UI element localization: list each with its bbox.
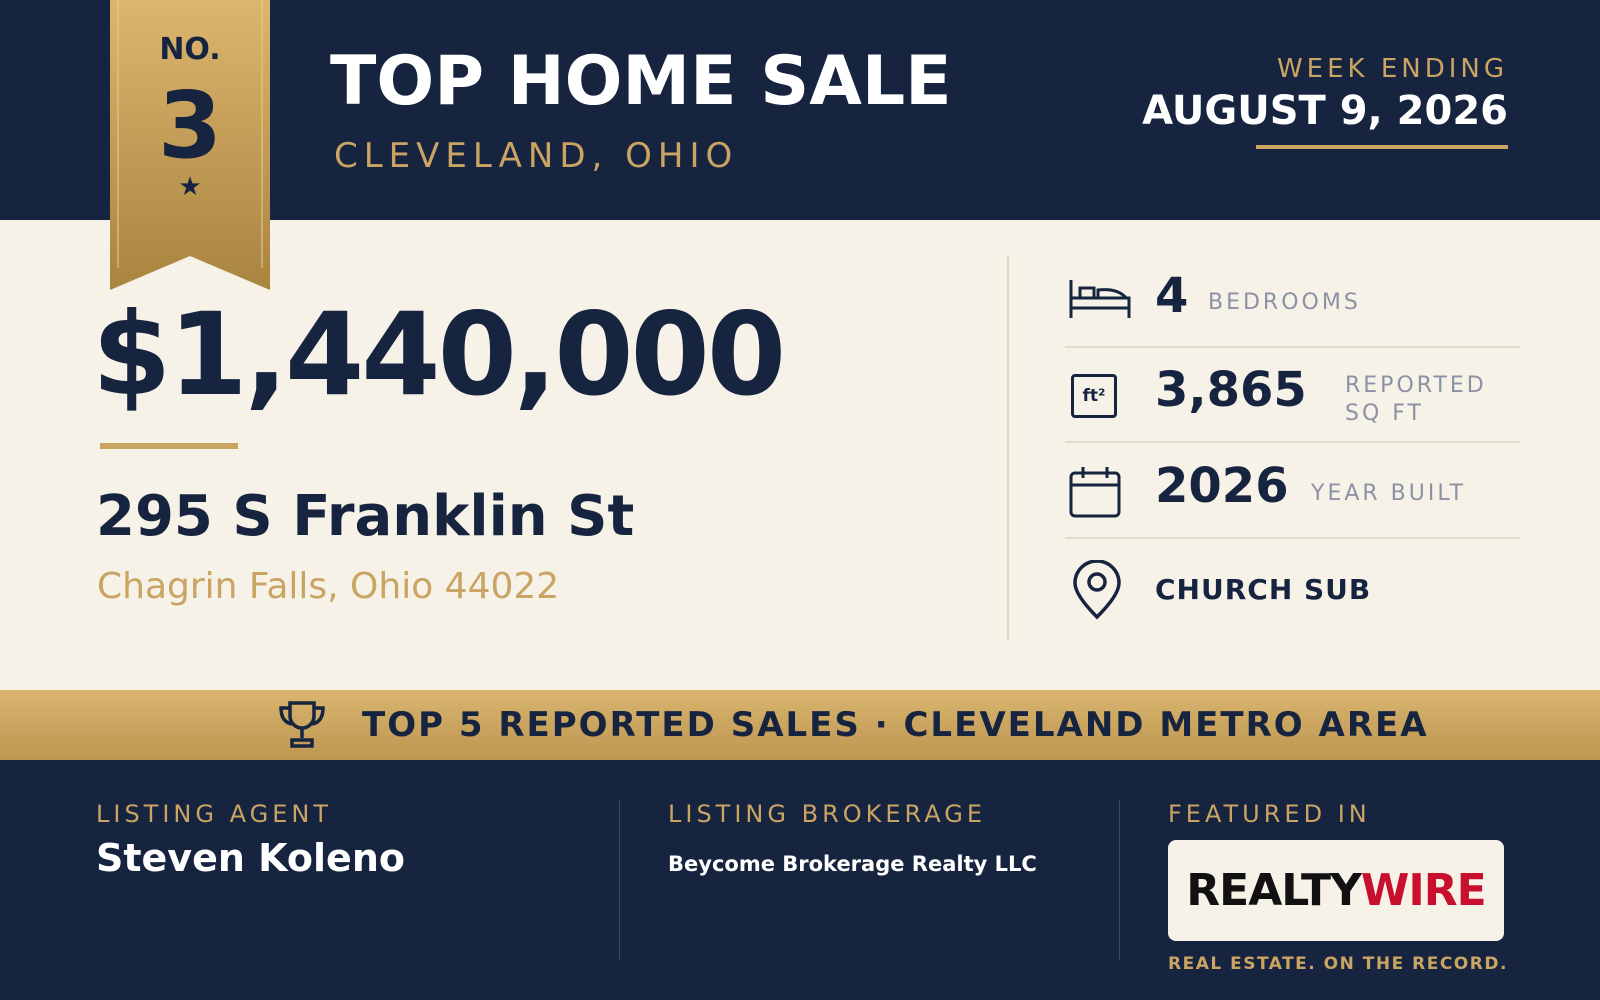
agent: Steven Koleno: [96, 836, 405, 880]
logo: REALTYWIRE: [1168, 840, 1504, 941]
bed-icon: [1069, 280, 1131, 318]
detail-value: 4: [1155, 268, 1189, 324]
divider: [1119, 800, 1120, 960]
detail-value: 2026: [1155, 458, 1289, 514]
agent-label: LISTING AGENT: [96, 800, 332, 828]
separator: [1065, 346, 1520, 348]
city: Chagrin Falls, Ohio 44022: [97, 566, 560, 607]
week-label: WEEK ENDING: [1276, 54, 1508, 84]
week-date: AUGUST 9, 2026: [1142, 88, 1508, 134]
banner: [0, 690, 1600, 760]
street: 295 S Franklin St: [96, 484, 635, 549]
title: TOP HOME SALE: [330, 42, 952, 121]
logo-part: REALTY: [1186, 865, 1362, 916]
detail-label: YEAR BUILT: [1311, 481, 1467, 506]
ribbon: ★: [110, 0, 270, 290]
subtitle: CLEVELAND, OHIO: [334, 136, 739, 176]
separator: [1065, 441, 1520, 443]
badge-label: NO.: [159, 32, 221, 67]
detail-label: BEDROOMS: [1208, 290, 1361, 315]
brokerage: Beycome Brokerage Realty LLC: [668, 852, 1037, 876]
badge-number: 3: [157, 72, 222, 179]
banner-text: TOP 5 REPORTED SALES · CLEVELAND METRO A…: [362, 705, 1429, 745]
logo-part: WIRE: [1360, 865, 1487, 916]
pin-icon: [1073, 560, 1121, 620]
detail-label: REPORTED SQ FT: [1345, 373, 1487, 426]
date-underline: [1256, 145, 1508, 149]
separator: [1065, 537, 1520, 539]
tagline: REAL ESTATE. ON THE RECORD.: [1168, 954, 1508, 974]
sqft-icon: ft²: [1071, 374, 1117, 418]
detail-value: 3,865: [1155, 362, 1307, 418]
divider: [1007, 255, 1009, 640]
divider: [619, 800, 620, 960]
trophy-icon: [279, 701, 325, 748]
brokerage-label: LISTING BROKERAGE: [668, 800, 986, 828]
featured-label: FEATURED IN: [1168, 800, 1371, 828]
svg-text:★: ★: [178, 172, 201, 202]
price-underline: [100, 443, 238, 449]
calendar-icon: [1069, 467, 1121, 518]
price: $1,440,000: [92, 288, 786, 421]
subdivision: CHURCH SUB: [1155, 573, 1372, 606]
